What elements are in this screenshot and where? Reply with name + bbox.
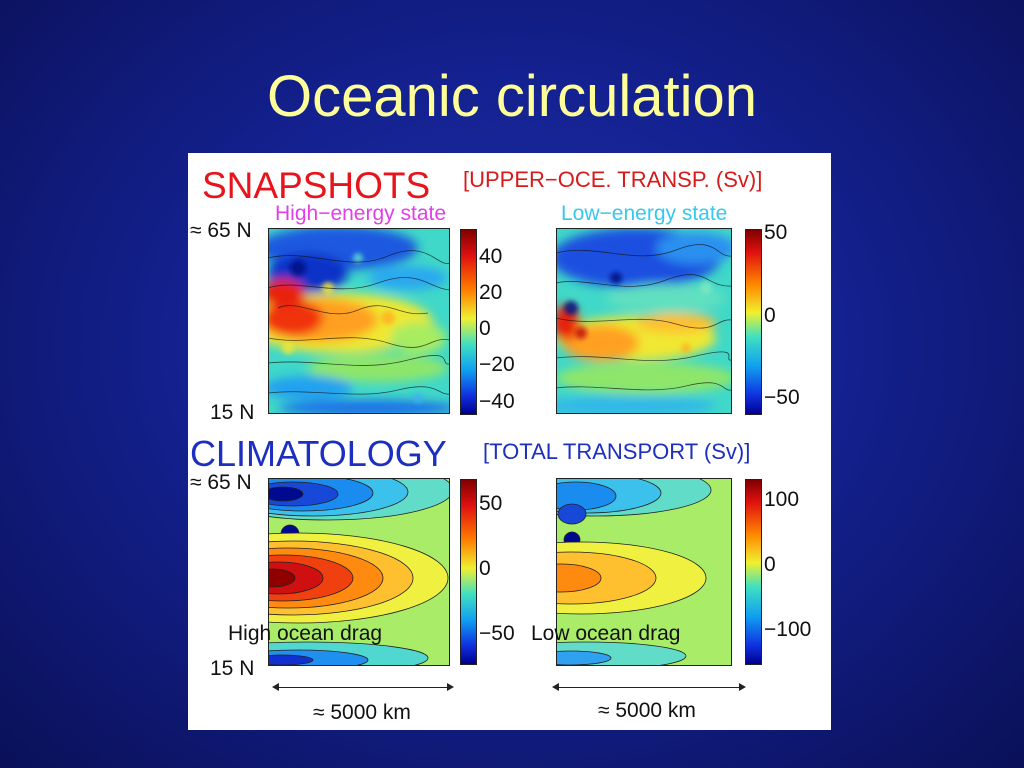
colorbar-tick: −50 bbox=[764, 386, 800, 409]
climatology-subheading: [TOTAL TRANSPORT (Sv)] bbox=[483, 439, 751, 464]
colorbar-tick: −40 bbox=[479, 390, 515, 413]
snapshot-high-energy-map bbox=[268, 228, 450, 414]
slide-title: Oceanic circulation bbox=[267, 64, 757, 129]
lat-top-label: ≈ 65 N bbox=[190, 471, 252, 494]
high-drag-caption: High ocean drag bbox=[228, 622, 383, 645]
colorbar-snapshot-high bbox=[460, 229, 477, 415]
colorbar-tick: 50 bbox=[764, 221, 788, 244]
width-label-right: ≈ 5000 km bbox=[598, 699, 696, 722]
colorbar-tick: 100 bbox=[764, 488, 800, 511]
width-arrow-left bbox=[272, 683, 454, 691]
low-energy-label: Low−energy state bbox=[561, 202, 728, 225]
climatology-low-drag-map bbox=[556, 478, 732, 666]
snapshots-subheading: [UPPER−OCE. TRANSP. (Sv)] bbox=[463, 167, 763, 192]
colorbar-tick: −20 bbox=[479, 353, 515, 376]
colorbar-tick: −100 bbox=[764, 618, 812, 641]
colorbar-tick: −50 bbox=[479, 622, 515, 645]
figure: SNAPSHOTS [UPPER−OCE. TRANSP. (Sv)] High… bbox=[188, 153, 831, 730]
colorbar-tick: 0 bbox=[764, 304, 776, 327]
climatology-heading: CLIMATOLOGY bbox=[190, 433, 447, 474]
colorbar-climatology-high bbox=[460, 479, 477, 665]
low-drag-caption: Low ocean drag bbox=[531, 622, 681, 645]
colorbar-tick: 20 bbox=[479, 281, 503, 304]
lat-top-label: ≈ 65 N bbox=[190, 219, 252, 242]
colorbar-climatology-low bbox=[745, 479, 762, 665]
colorbar-tick: 0 bbox=[479, 317, 491, 340]
colorbar-tick: 0 bbox=[479, 557, 491, 580]
climatology-high-drag-map bbox=[268, 478, 450, 666]
width-label-left: ≈ 5000 km bbox=[313, 701, 411, 724]
width-arrow-right bbox=[552, 683, 746, 691]
snapshots-heading: SNAPSHOTS bbox=[202, 165, 431, 206]
lat-bottom-label: 15 N bbox=[210, 657, 255, 680]
snapshot-low-energy-map bbox=[556, 228, 732, 414]
colorbar-snapshot-low bbox=[745, 229, 762, 415]
colorbar-tick: 50 bbox=[479, 492, 503, 515]
colorbar-tick: 40 bbox=[479, 245, 503, 268]
lat-bottom-label: 15 N bbox=[210, 401, 255, 424]
colorbar-tick: 0 bbox=[764, 553, 776, 576]
high-energy-label: High−energy state bbox=[275, 202, 447, 225]
